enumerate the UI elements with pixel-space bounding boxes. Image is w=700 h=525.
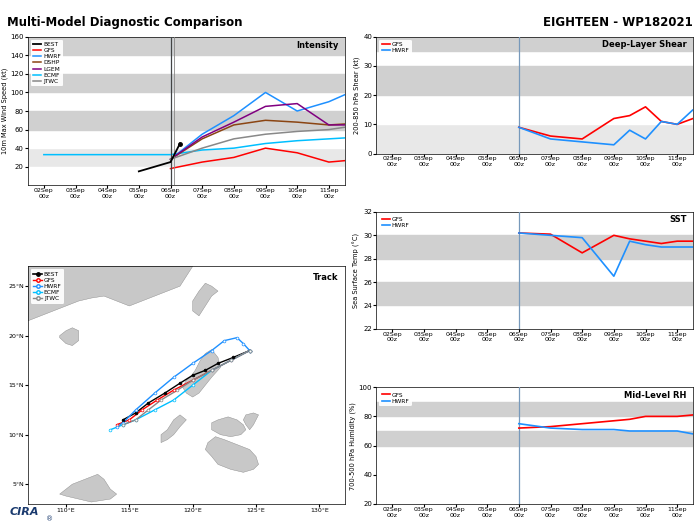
Polygon shape — [205, 437, 258, 472]
Legend: BEST, GFS, HWRF, DSHP, LGEM, ECMF, JTWC: BEST, GFS, HWRF, DSHP, LGEM, ECMF, JTWC — [31, 40, 63, 86]
Polygon shape — [60, 474, 117, 502]
Legend: GFS, HWRF: GFS, HWRF — [379, 215, 412, 231]
Text: Multi-Model Diagnostic Comparison: Multi-Model Diagnostic Comparison — [7, 16, 242, 29]
Bar — [377, 431, 693, 446]
Y-axis label: 700-500 hPa Humidity (%): 700-500 hPa Humidity (%) — [349, 402, 356, 489]
Y-axis label: 10m Max Wind Speed (kt): 10m Max Wind Speed (kt) — [1, 68, 8, 154]
Y-axis label: Sea Surface Temp (°C): Sea Surface Temp (°C) — [354, 233, 360, 308]
Bar — [377, 475, 693, 504]
Polygon shape — [161, 415, 186, 443]
Bar — [377, 51, 693, 66]
Bar — [28, 130, 344, 148]
Bar — [377, 387, 693, 402]
Bar — [377, 212, 693, 235]
Text: Mid-Level RH: Mid-Level RH — [624, 391, 687, 400]
Text: Intensity: Intensity — [296, 41, 338, 50]
Bar — [28, 55, 344, 74]
Bar — [377, 66, 693, 95]
Bar — [377, 446, 693, 475]
Legend: GFS, HWRF: GFS, HWRF — [379, 390, 412, 406]
Bar — [377, 95, 693, 124]
Bar — [28, 167, 344, 185]
Legend: BEST, GFS, HWRF, ECMF, JTWC: BEST, GFS, HWRF, ECMF, JTWC — [31, 269, 64, 303]
Text: SST: SST — [669, 215, 687, 225]
Polygon shape — [28, 266, 192, 321]
Polygon shape — [183, 350, 220, 397]
Polygon shape — [211, 417, 246, 437]
Legend: GFS, HWRF: GFS, HWRF — [379, 40, 412, 56]
Polygon shape — [244, 413, 258, 430]
Polygon shape — [60, 328, 78, 345]
Bar — [377, 235, 693, 259]
Y-axis label: 200-850 hPa Shear (kt): 200-850 hPa Shear (kt) — [354, 56, 360, 134]
Text: ®: ® — [46, 517, 53, 522]
Bar — [28, 92, 344, 111]
Polygon shape — [193, 283, 218, 316]
Text: Deep-Layer Shear: Deep-Layer Shear — [602, 40, 687, 49]
Bar — [28, 37, 344, 55]
Text: EIGHTEEN - WP182021: EIGHTEEN - WP182021 — [543, 16, 693, 29]
Bar — [377, 259, 693, 282]
Bar — [377, 402, 693, 416]
Bar — [377, 306, 693, 329]
Text: Track: Track — [313, 274, 338, 282]
Text: CIRA: CIRA — [10, 507, 39, 517]
Bar — [377, 37, 693, 51]
Bar — [28, 74, 344, 92]
Bar — [377, 416, 693, 431]
Bar — [28, 111, 344, 130]
Bar — [377, 282, 693, 306]
